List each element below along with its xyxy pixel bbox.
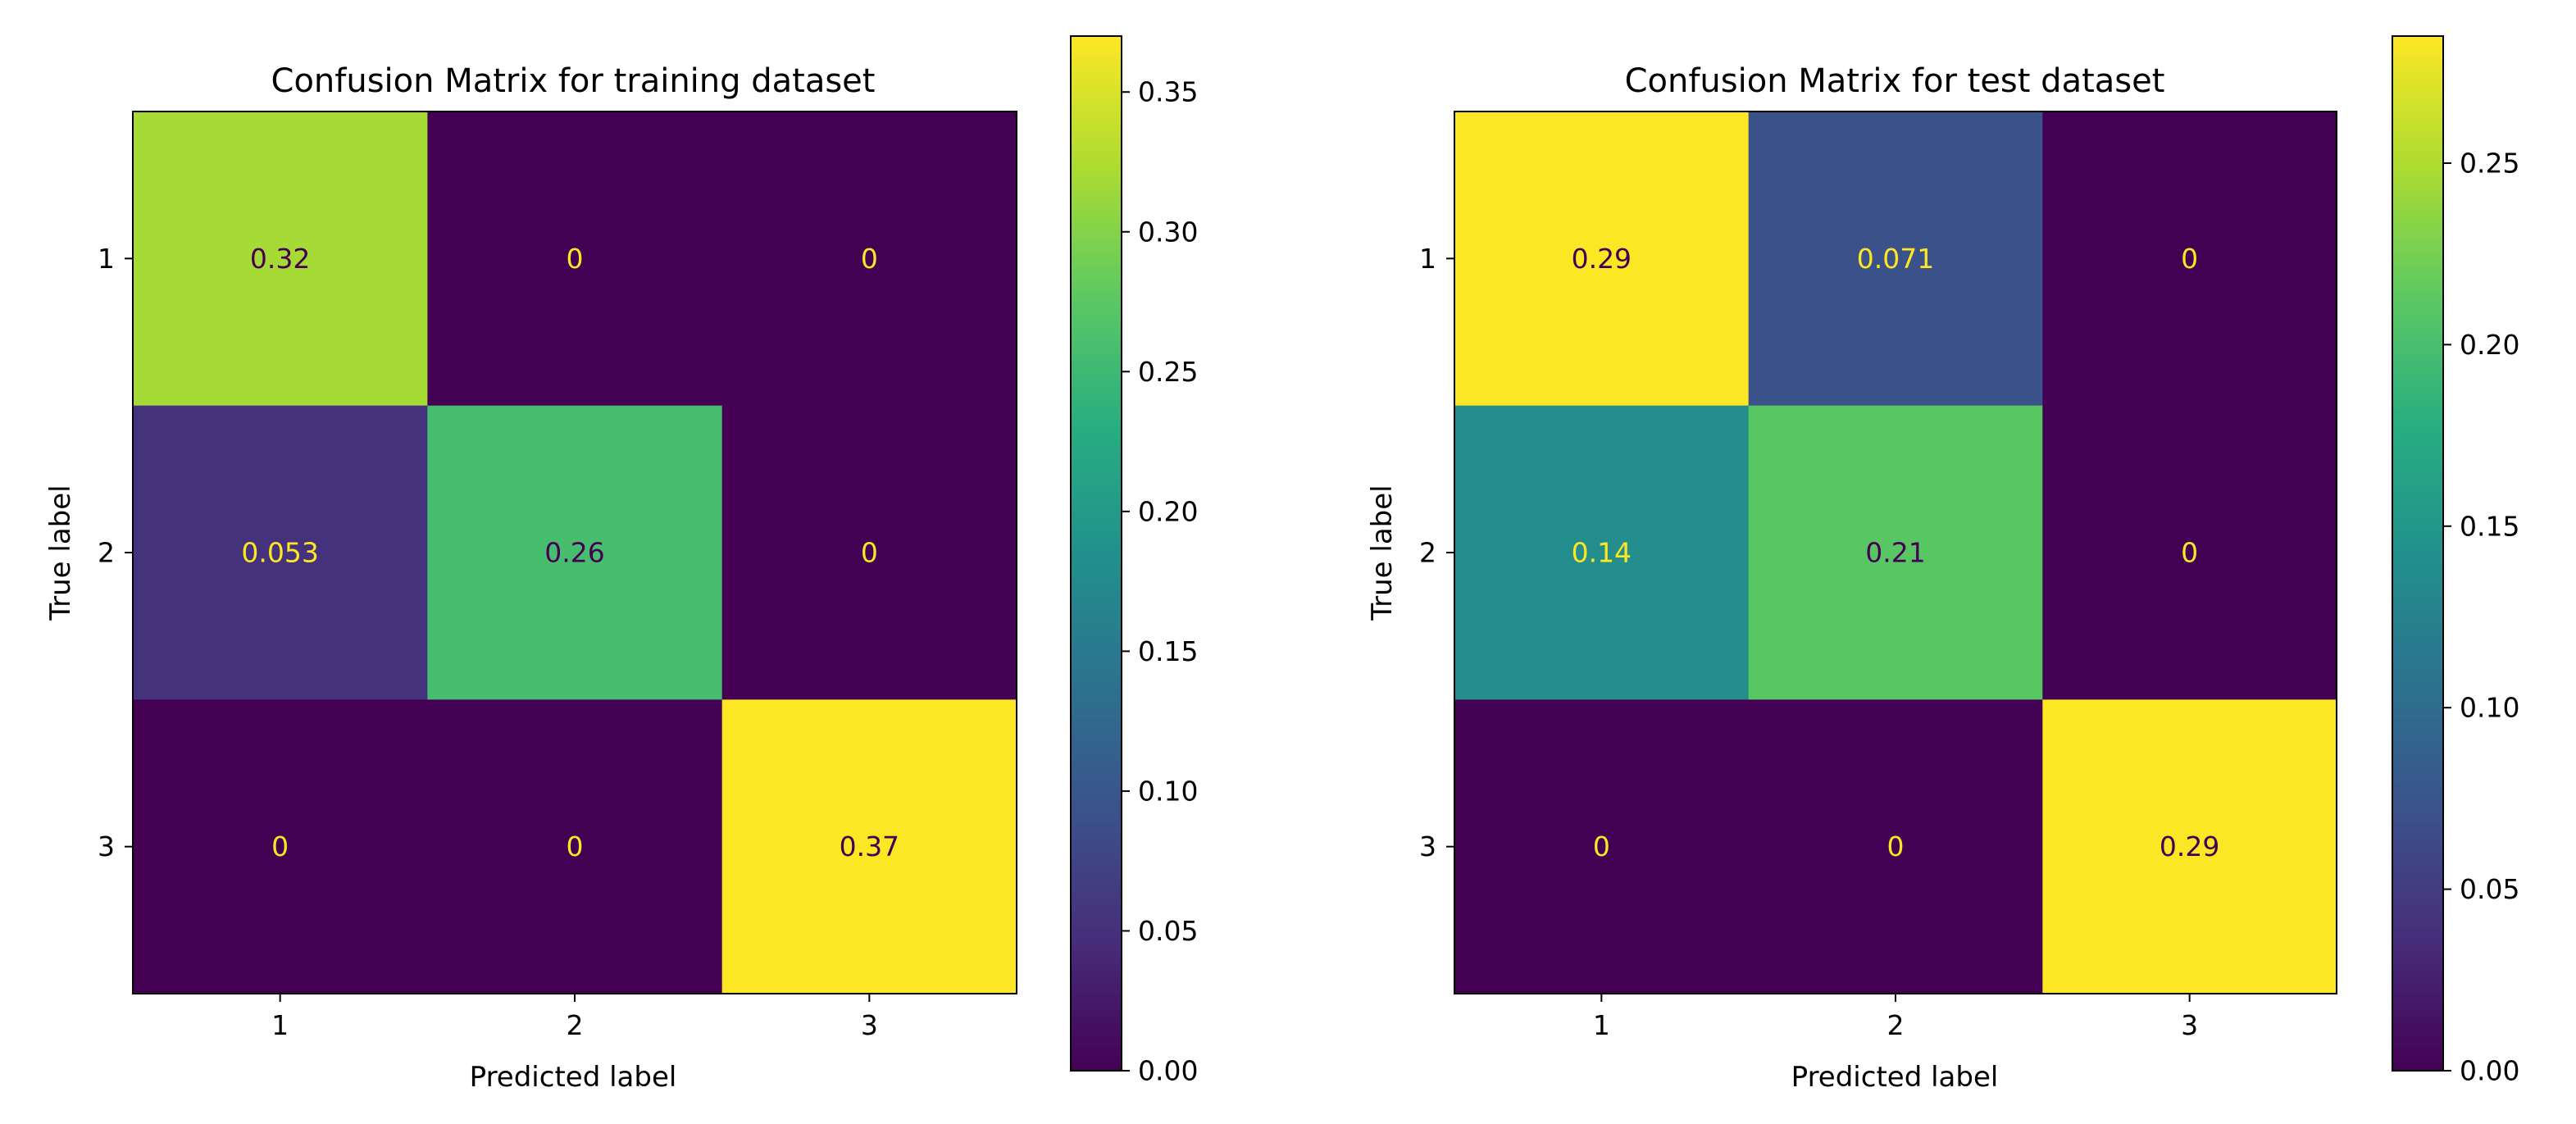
matrix-cells: 0.29 0.071 0 0.14 0.21 0 0 0 0.29 (1454, 111, 2337, 994)
matrix-cell (133, 405, 428, 700)
cell-value-label: 0.21 (1865, 537, 1925, 569)
matrix-cell (1454, 405, 1750, 700)
colorbar-tick-label: 0.05 (2460, 873, 2519, 905)
cell-value-label: 0.29 (1572, 243, 1632, 275)
colorbar-tick-label: 0.30 (1138, 216, 1198, 248)
matrix-cell (2042, 405, 2337, 700)
x-axis-label: Predicted label (470, 1061, 677, 1094)
y-axis-ticks: 1 2 3 (98, 243, 133, 862)
x-tick-label: 2 (567, 1009, 584, 1041)
cell-value-label: 0 (1887, 830, 1905, 862)
cell-value-label: 0.053 (241, 537, 318, 569)
colorbar-ticks: 0.00 0.05 0.10 0.15 0.20 0.25 0.30 0.35 (1122, 76, 1198, 1087)
matrix-cell (2042, 699, 2337, 994)
x-tick-label: 3 (861, 1009, 878, 1041)
cell-value-label: 0 (861, 537, 878, 569)
matrix-cell (133, 699, 428, 994)
colorbar (2392, 35, 2444, 1072)
colorbar-frame (2392, 35, 2444, 1072)
chart-title: Confusion Matrix for test dataset (1625, 62, 2165, 100)
colorbar-tick-label: 0.10 (2460, 692, 2519, 724)
matrix-cell (427, 699, 723, 994)
x-axis-ticks: 1 2 3 (1593, 994, 2198, 1041)
colorbar-tick-label: 0.10 (1138, 775, 1198, 807)
chart-training: Confusion Matrix for training dataset 0.… (44, 35, 1198, 1094)
cell-value-label: 0.29 (2160, 830, 2219, 862)
cell-value-label: 0 (567, 243, 584, 275)
colorbar-tick-label: 0.25 (2460, 147, 2519, 179)
y-tick-label: 1 (1419, 243, 1436, 275)
matrix-cell (2042, 111, 2337, 407)
colorbar-ticks: 0.00 0.05 0.10 0.15 0.20 0.25 (2443, 147, 2519, 1087)
colorbar-gradient (2392, 36, 2443, 1071)
y-axis-label: True label (1366, 485, 1399, 621)
matrix-cell (721, 405, 1017, 700)
cell-value-label: 0 (271, 830, 289, 862)
cell-value-label: 0 (2181, 243, 2198, 275)
chart-title: Confusion Matrix for training dataset (271, 62, 876, 100)
colorbar-tick-label: 0.15 (2460, 510, 2519, 542)
colorbar (1070, 35, 1122, 1072)
x-tick-label: 1 (1593, 1009, 1610, 1041)
cell-value-label: 0.26 (544, 537, 604, 569)
matrix-cell (721, 699, 1017, 994)
matrix-cell (721, 111, 1017, 407)
y-tick-label: 1 (98, 243, 115, 275)
y-axis-label: True label (44, 485, 77, 621)
y-tick-label: 2 (98, 537, 115, 569)
matrix-cell (427, 405, 723, 700)
matrix-cell (1748, 405, 2043, 700)
x-tick-label: 2 (1887, 1009, 1905, 1041)
cell-value-label: 0 (2181, 537, 2198, 569)
cell-value-label: 0 (567, 830, 584, 862)
colorbar-tick-label: 0.00 (2460, 1055, 2519, 1087)
colorbar-frame (1070, 35, 1122, 1072)
colorbar-tick-label: 0.00 (1138, 1055, 1198, 1087)
chart-test: Confusion Matrix for test dataset 0.29 0.… (1366, 35, 2519, 1094)
matrix-cell (1454, 699, 1750, 994)
cell-value-label: 0 (1593, 830, 1610, 862)
x-axis-label: Predicted label (1791, 1061, 1999, 1094)
cell-value-label: 0 (861, 243, 878, 275)
x-tick-label: 3 (2181, 1009, 2198, 1041)
colorbar-tick-label: 0.35 (1138, 76, 1198, 108)
matrix-cells: 0.32 0 0 0.053 0.26 0 0 0 0.37 (133, 111, 1017, 994)
matrix-cell (1748, 699, 2043, 994)
cell-value-label: 0.32 (250, 243, 310, 275)
cell-value-label: 0.37 (840, 830, 899, 862)
colorbar-tick-label: 0.20 (2460, 329, 2519, 361)
cell-value-label: 0.071 (1857, 243, 1934, 275)
x-axis-ticks: 1 2 3 (271, 994, 878, 1041)
x-tick-label: 1 (271, 1009, 289, 1041)
matrix-cell (1454, 111, 1750, 407)
colorbar-tick-label: 0.20 (1138, 495, 1198, 527)
matrix-cell (133, 111, 428, 407)
cell-value-label: 0.14 (1572, 537, 1632, 569)
colorbar-tick-label: 0.25 (1138, 356, 1198, 388)
matrix-cell (1748, 111, 2043, 407)
y-tick-label: 3 (1419, 830, 1436, 862)
y-tick-label: 3 (98, 830, 115, 862)
y-axis-ticks: 1 2 3 (1419, 243, 1454, 862)
colorbar-tick-label: 0.05 (1138, 915, 1198, 947)
y-tick-label: 2 (1419, 537, 1436, 569)
colorbar-gradient (1071, 36, 1122, 1071)
colorbar-tick-label: 0.15 (1138, 635, 1198, 667)
matrix-cell (427, 111, 723, 407)
